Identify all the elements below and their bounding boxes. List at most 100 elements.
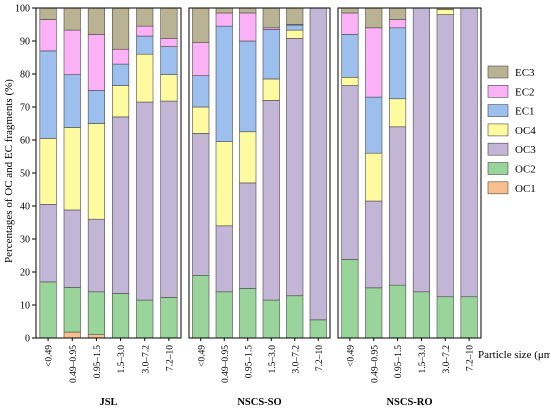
- legend-swatch: [487, 85, 509, 98]
- x-tick-label: 0.49–0.95: [69, 345, 79, 383]
- bar-segment-oc2: [341, 259, 359, 339]
- bar-segment-ec2: [389, 19, 407, 29]
- bar-segment-oc3: [286, 38, 304, 297]
- panel-frame: [337, 7, 482, 339]
- panel-frame: [35, 7, 182, 339]
- bar-segment-oc2: [239, 288, 257, 339]
- bar-segment-oc3: [39, 204, 57, 283]
- bar-segment-oc2: [309, 319, 327, 339]
- bar-segment-oc2: [39, 281, 57, 339]
- bar-segment-oc3: [192, 133, 210, 276]
- bar-segment-oc4: [239, 131, 257, 184]
- bar-segment-ec1: [262, 29, 280, 80]
- legend-swatch: [487, 104, 509, 117]
- bar-segment-oc3: [112, 116, 130, 294]
- x-tick-label: 7.2–10: [466, 345, 476, 371]
- legend-label: EC2: [515, 86, 535, 98]
- bar-segment-oc2: [136, 299, 154, 339]
- bar-segment-ec3: [87, 7, 105, 35]
- x-tick-label: <0.49: [346, 345, 356, 367]
- bar-segment-ec1: [389, 27, 407, 100]
- bar-segment-oc4: [136, 53, 154, 103]
- bar-segment-oc4: [286, 29, 304, 39]
- bar-segment-ec2: [87, 34, 105, 91]
- bar-segment-oc3: [239, 182, 257, 289]
- y-tick-label: 40: [20, 202, 30, 213]
- bar-segment-oc3: [460, 7, 478, 298]
- y-tick-label: 80: [20, 70, 30, 81]
- y-tick-label: 70: [20, 103, 30, 114]
- y-tick-label: 60: [20, 136, 30, 147]
- legend-item-ec1: EC1: [487, 104, 535, 118]
- bar-segment-oc3: [136, 101, 154, 301]
- legend-swatch: [487, 162, 509, 175]
- y-tick-label: 100: [15, 4, 30, 15]
- bar-segment-oc3: [87, 218, 105, 293]
- legend-swatch: [487, 65, 509, 79]
- bar-segment-ec2: [160, 38, 178, 47]
- bar-segment-ec1: [136, 35, 154, 55]
- x-tick-label: 0.95–1.5: [394, 345, 404, 379]
- bar-segment-ec3: [262, 7, 280, 29]
- bar-segment-ec2: [341, 12, 359, 35]
- bar-segment-oc2: [286, 295, 304, 339]
- chart-panels: 0 10 20 30 40 50 60 70 80 90 100 <0.49 0.49–0.95 0.95…: [15, 4, 482, 408]
- y-tick-label: 30: [20, 235, 30, 246]
- bar-segment-oc2: [365, 287, 383, 339]
- bar-segment-oc2: [63, 287, 81, 333]
- bar-segment-ec3: [136, 7, 154, 27]
- bar-segment-ec2: [136, 25, 154, 37]
- y-tick-label: 90: [20, 37, 30, 48]
- x-axis-title: Particle size (μm): [478, 349, 550, 361]
- x-tick-label: 1.5–3.0: [117, 345, 127, 374]
- legend-label: OC2: [515, 164, 536, 176]
- group-label-nscs-so: NSCS-SO: [237, 397, 281, 408]
- x-tick-label: <0.49: [45, 345, 55, 367]
- bar-segment-ec1: [160, 46, 178, 75]
- bar-segment-ec2: [39, 19, 57, 52]
- bar-segment-oc1: [63, 331, 81, 339]
- x-tick-label: 0.95–1.5: [93, 345, 103, 379]
- bar-segment-ec3: [239, 7, 257, 14]
- x-tick-label: 0.49–0.95: [221, 345, 231, 383]
- y-tick-label: 10: [20, 301, 30, 312]
- legend-item-oc2: OC2: [487, 162, 536, 176]
- legend: EC3 EC2 EC1 OC4 OC3 OC2 OC1: [487, 65, 536, 195]
- bar-segment-oc4: [87, 123, 105, 220]
- legend-item-ec2: EC2: [487, 85, 535, 98]
- x-tick-label: 1.5–3.0: [418, 345, 428, 374]
- bar-segment-ec1: [112, 63, 130, 86]
- bar-segment-oc3: [262, 100, 280, 301]
- bar-segment-ec2: [215, 12, 233, 27]
- bar-segment-oc3: [365, 200, 383, 289]
- bar-segment-ec3: [215, 7, 233, 14]
- panel-nscs-ro: <0.49 0.49–0.95 0.95–1.5 1.5–3.0 3.0–7.2 7.2–…: [337, 7, 482, 408]
- legend-label: EC1: [515, 106, 535, 118]
- y-tick-label: 50: [20, 169, 30, 180]
- bar-segment-ec1: [192, 75, 210, 108]
- x-tick-label: <0.49: [197, 345, 207, 367]
- bar-segment-oc4: [160, 74, 178, 102]
- bar-segment-ec3: [365, 7, 383, 29]
- bar-segment-oc4: [192, 106, 210, 134]
- bar-segment-ec2: [239, 12, 257, 42]
- panel-jsl: <0.49 0.49–0.95 0.95–1.5 1.5–3.0 3.0–7.2 7.2–…: [35, 7, 182, 408]
- bar-segment-ec3: [112, 7, 130, 50]
- legend-item-ec3: EC3: [487, 65, 535, 79]
- legend-label: OC3: [515, 144, 536, 156]
- x-tick-label: 3.0–7.2: [291, 345, 301, 374]
- bar-segment-ec3: [389, 7, 407, 20]
- bar-segment-oc3: [412, 7, 430, 293]
- group-label-jsl: JSL: [99, 397, 117, 408]
- legend-swatch: [487, 181, 509, 195]
- panel-frame: [188, 7, 331, 339]
- bar-segment-oc2: [389, 284, 407, 339]
- y-axis-title: Percentages of OC and EC fragments (%): [3, 79, 15, 263]
- bar-segment-ec3: [63, 7, 81, 31]
- bar-segment-oc4: [341, 77, 359, 86]
- y-tick-label: 0: [25, 334, 30, 345]
- legend-label: OC4: [515, 125, 536, 137]
- bar-segment-oc4: [389, 98, 407, 128]
- legend-label: EC3: [515, 67, 535, 79]
